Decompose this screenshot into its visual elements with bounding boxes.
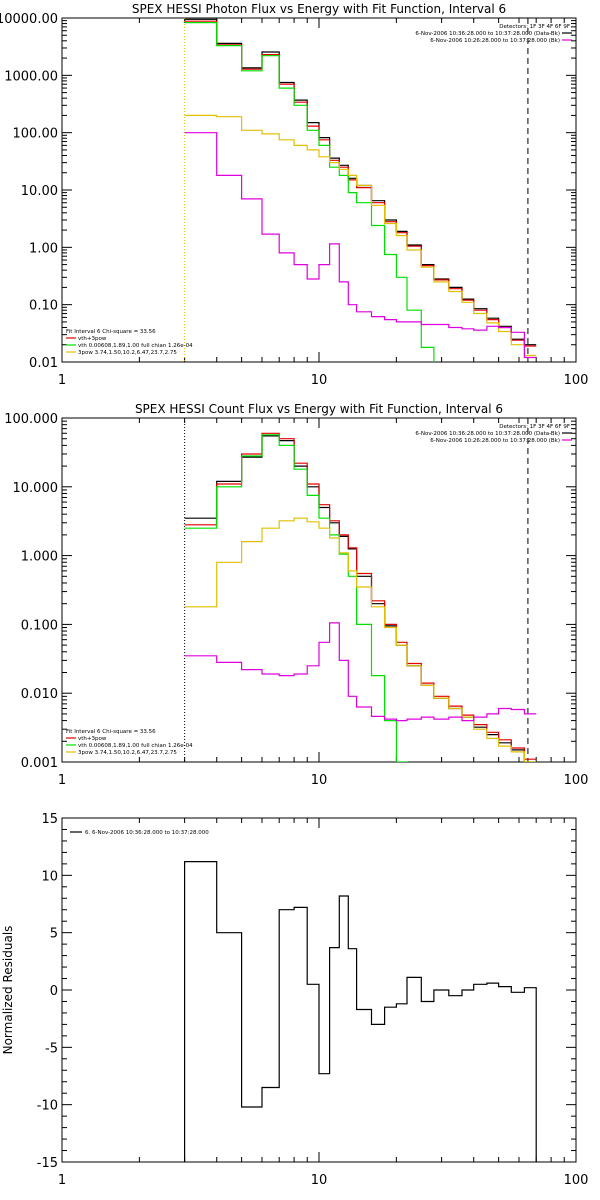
y-tick-label: -10: [37, 1099, 58, 1114]
y-tick-label: 1000.00: [4, 69, 58, 84]
y-tick-label: 100.000: [4, 412, 58, 427]
series-line-2: [184, 434, 408, 762]
legend-entry: 6-Nov-2006 10:36:28.000 to 10:37:28.000 …: [415, 431, 560, 437]
series-line-4: [184, 622, 537, 722]
x-tick-label: 100: [564, 1173, 589, 1188]
y-tick-label: 15: [41, 812, 58, 827]
series-line-0: [184, 861, 537, 1162]
y-tick-label: 0: [50, 984, 58, 999]
photon-flux-panel: SPEX HESSI Photon Flux vs Energy with Fi…: [0, 2, 589, 388]
y-tick-label: 0.001: [21, 756, 58, 771]
legend-entry: vth 0.00608,1.89,1.00 full chian 1.26e-0…: [78, 343, 193, 349]
series-line-2: [184, 22, 435, 362]
series-line-3: [184, 114, 537, 357]
y-tick-label: 10.00: [21, 184, 58, 199]
y-tick-label: 0.01: [29, 356, 58, 371]
y-tick-label: -5: [45, 1041, 58, 1056]
legend-entry: vth+3pow: [78, 336, 107, 342]
legend-entry: 6. 6-Nov-2006 10:36:28.000 to 10:37:28.0…: [85, 830, 209, 836]
legend-entry: 6-Nov-2006 10:36:28.000 to 10:37:28.000 …: [415, 31, 560, 37]
x-tick-label: 1: [58, 773, 66, 788]
y-tick-label: 1.00: [29, 241, 58, 256]
x-tick-label: 1: [58, 1173, 66, 1188]
legend-entry: vth+3pow: [78, 736, 107, 742]
legend-entry: Detectors: 1F 3F 4F 6F 9F: [499, 24, 570, 30]
count-flux-panel: SPEX HESSI Count Flux vs Energy with Fit…: [4, 402, 589, 788]
y-tick-label: -15: [37, 1156, 58, 1171]
y-tick-label: 0.010: [21, 687, 58, 702]
x-tick-label: 1: [58, 373, 66, 388]
legend-entry: 6-Nov-2006 10:26:28.000 to 10:37:28.000 …: [430, 38, 560, 44]
legend-entry: 3pow 3.74,1.50,10.2,6.47,23.7,2.75: [78, 350, 177, 356]
series-line-4: [184, 132, 537, 359]
y-tick-label: 100.00: [13, 127, 59, 142]
series-line-3: [184, 517, 537, 762]
plot-frame: [61, 17, 577, 363]
series-line-1: [184, 432, 537, 760]
legend-entry: 6-Nov-2006 10:26:28.000 to 10:37:28.000 …: [430, 438, 560, 444]
y-tick-label: 1.000: [21, 550, 58, 565]
legend-entry: vth 0.00608,1.89,1.00 full chian 1.26e-0…: [78, 743, 193, 749]
y-tick-label: 10.000: [13, 481, 59, 496]
y-tick-label: 5: [50, 927, 58, 942]
chart-title: SPEX HESSI Photon Flux vs Energy with Fi…: [132, 2, 506, 16]
y-tick-label: 0.100: [21, 618, 58, 633]
y-tick-label: 0.10: [29, 299, 58, 314]
residuals-panel: 1 10 100 -15 -10 -5 0 5 10 15 Normalized Residuals…: [1, 812, 588, 1188]
y-tick-label: 10: [41, 869, 58, 884]
series-line-0: [184, 18, 537, 346]
x-tick-label: 10: [311, 1173, 328, 1188]
y-axis-label: Normalized Residuals: [1, 926, 15, 1055]
x-tick-label: 10: [311, 773, 328, 788]
legend-entry: Detectors: 1F 3F 4F 6F 9F: [499, 424, 570, 430]
x-tick-label: 100: [564, 773, 589, 788]
legend-entry: Fit Interval 6 Chi-square = 33.56: [66, 329, 156, 335]
chart-title: SPEX HESSI Count Flux vs Energy with Fit…: [135, 402, 503, 416]
legend-entry: 3pow 3.74,1.50,10.2,6.47,23.7,2.75: [78, 750, 177, 756]
x-tick-label: 100: [564, 373, 589, 388]
series-line-1: [184, 20, 537, 347]
legend-entry: Fit Interval 6 Chi-square = 33.56: [66, 729, 156, 735]
series-line-0: [184, 435, 537, 762]
x-tick-label: 10: [311, 373, 328, 388]
y-tick-label: 10000.00: [0, 12, 58, 27]
